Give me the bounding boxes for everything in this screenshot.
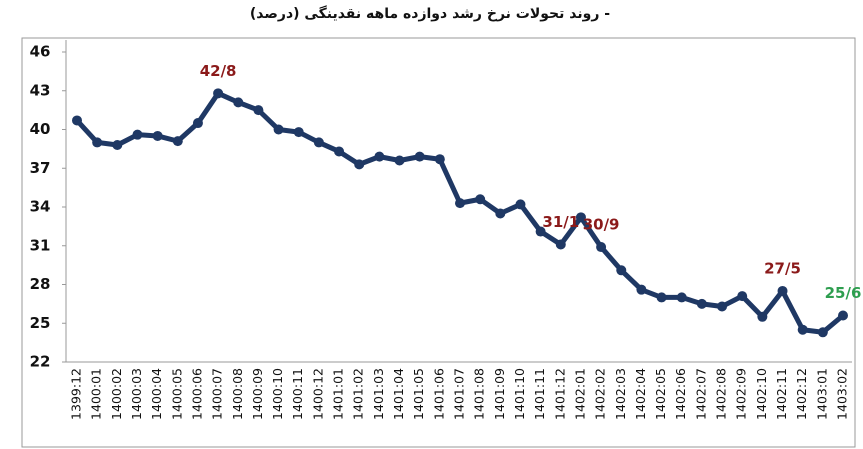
x-tick-label: 1400:12 [310,368,325,420]
chart-frame [21,37,856,448]
data-point [132,129,143,140]
data-point [495,208,506,219]
x-tick-label: 1401:01 [331,368,346,420]
chart-title: - روند تحولات نرخ رشد دوازده ماهه نقدینگ… [250,5,610,22]
x-tick-label: 1400:10 [270,368,285,420]
x-tick-label: 1400:09 [250,368,265,420]
data-point [757,311,768,322]
y-tick-label: 34 [30,198,51,216]
x-tick-label: 1402:09 [734,368,749,420]
data-point [112,140,123,150]
data-point [737,291,748,302]
x-tick-label: 1401:03 [371,368,386,420]
x-tick-label: 1400:02 [109,368,124,420]
x-tick-label: 1402:03 [613,368,628,420]
data-point [535,226,546,237]
data-point [555,239,566,250]
x-tick-label: 1400:11 [290,368,305,420]
data-point [253,105,264,116]
x-tick-label: 1401:11 [532,368,547,420]
x-tick-label: 1402:12 [794,368,809,420]
x-tick-label: 1402:02 [593,368,608,420]
x-tick-label: 1401:08 [472,368,487,420]
data-point [838,310,848,321]
data-point [354,159,365,170]
y-tick-label: 40 [30,120,51,138]
y-tick-label: 46 [30,43,51,61]
data-point [414,151,425,162]
data-point [233,97,244,108]
y-tick-label: 22 [30,353,51,371]
data-point [455,198,465,209]
data-point [293,127,304,138]
x-tick-label: 1402:08 [714,368,729,420]
x-tick-label: 1402:10 [754,368,769,420]
data-point [676,292,687,303]
data-point [394,155,405,166]
data-point [575,212,586,223]
x-tick-label: 1400:04 [149,368,164,420]
x-tick-label: 1403:02 [835,368,850,420]
value-label: 25/6 [825,284,862,302]
x-tick-label: 1400:08 [230,368,245,420]
data-point [475,194,486,205]
x-tick-label: 1402:06 [673,368,688,420]
value-label: 31/1 [542,213,579,231]
x-tick-label: 1401:12 [552,368,567,420]
data-point [797,324,808,335]
data-point [313,137,324,148]
x-tick-label: 1400:01 [89,368,104,420]
value-label: 42/8 [200,62,237,80]
x-tick-label: 1402:05 [653,368,668,420]
x-tick-label: 1400:05 [169,368,184,420]
data-point [92,137,103,148]
x-tick-label: 1401:07 [452,368,467,420]
y-tick-label: 28 [30,275,51,293]
data-point [515,199,526,210]
data-point [172,136,183,147]
value-label: 30/9 [583,216,620,234]
x-tick-label: 1402:11 [774,368,789,420]
data-point [213,88,224,99]
data-point [777,285,788,296]
x-tick-label: 1402:01 [572,368,587,420]
data-line [75,90,845,335]
data-point [656,292,667,303]
y-tick-label: 31 [30,236,51,254]
data-point [192,118,203,129]
data-point [696,298,707,309]
y-tick-label: 43 [30,81,51,99]
data-point [273,124,284,135]
data-point [596,242,607,253]
x-tick-label: 1400:06 [189,368,204,420]
data-point [636,284,647,295]
x-tick-label: 1401:10 [512,368,527,420]
x-tick-label: 1400:03 [129,368,144,420]
x-tick-label: 1401:02 [351,368,366,420]
data-point [334,146,345,157]
x-tick-label: 1401:09 [492,368,507,420]
x-tick-label: 1402:07 [693,368,708,420]
data-point [72,115,82,126]
x-tick-label: 1400:07 [210,368,225,420]
data-point [717,301,728,312]
y-tick-label: 37 [30,159,51,177]
x-tick-label: 1401:04 [391,368,406,420]
data-point [616,265,627,276]
x-tick-label: 1402:04 [633,368,648,420]
x-tick-label: 1399:12 [69,368,84,420]
x-tick-label: 1401:05 [411,368,426,420]
data-point [434,154,445,165]
data-point [374,151,385,162]
data-point [817,327,828,338]
x-tick-label: 1403:01 [814,368,829,420]
data-point [152,130,163,141]
y-tick-label: 25 [30,314,51,332]
x-tick-label: 1401:06 [431,368,446,420]
value-label: 27/5 [764,259,801,277]
